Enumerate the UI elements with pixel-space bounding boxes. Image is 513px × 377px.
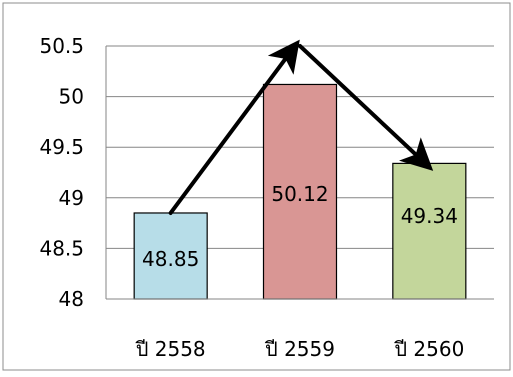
bar [392,162,467,300]
y-tick-label: 48 [59,287,84,311]
trend-arrows [168,39,434,215]
x-tick-label: ปี 2559 [265,337,335,361]
trend-arrow [168,39,300,215]
x-tick-label: ปี 2558 [135,337,205,361]
x-tick-label: ปี 2560 [394,337,464,361]
data-label: 50.12 [271,182,328,206]
data-labels: 48.85 50.12 49.34 [142,182,458,271]
y-tick-label: 50.5 [39,34,84,58]
y-tick-label: 48.5 [39,236,84,260]
trend-arrow [298,44,434,171]
data-label: 48.85 [142,247,199,271]
y-tick-label: 49 [59,186,84,210]
data-label: 49.34 [401,204,458,228]
y-tick-label: 49.5 [39,135,84,159]
y-axis: 48 48.5 49 49.5 50 50.5 [39,34,107,311]
x-axis: ปี 2558 ปี 2559 ปี 2560 [106,298,494,361]
y-tick-label: 50 [59,85,84,109]
